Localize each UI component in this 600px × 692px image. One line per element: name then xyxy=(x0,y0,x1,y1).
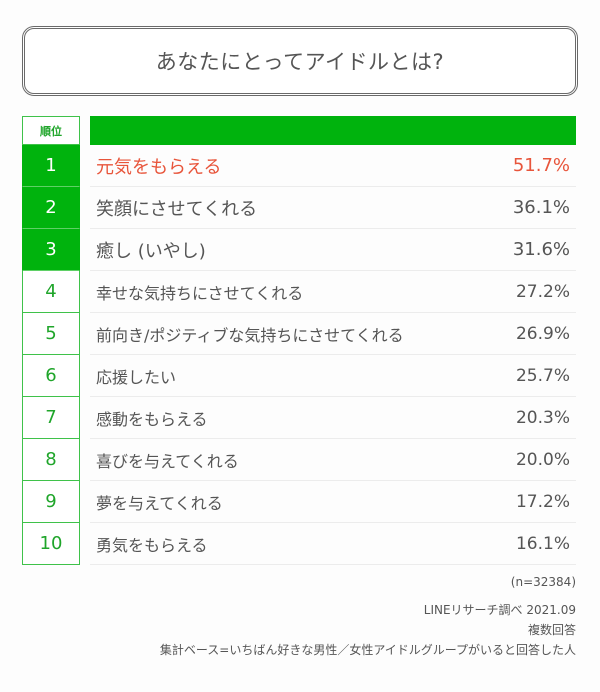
base-note: 集計ベース=いちばん好きな男性／女性アイドルグループがいると回答した人 xyxy=(159,643,576,657)
row-label: 勇気をもらえる xyxy=(96,535,208,555)
table-row: 応援したい 25.7% xyxy=(90,355,576,397)
row-value: 31.6% xyxy=(512,239,570,260)
table-row: 癒し (いやし) 31.6% xyxy=(90,229,576,271)
rank-cell: 7 xyxy=(22,397,80,439)
page-title: あなたにとってアイドルとは? xyxy=(155,50,445,74)
row-value: 25.7% xyxy=(515,365,570,386)
row-value: 20.0% xyxy=(515,449,570,470)
answer-type-note: 複数回答 xyxy=(527,623,576,637)
sample-size: (n=32384) xyxy=(510,575,576,589)
row-label: 幸せな気持ちにさせてくれる xyxy=(96,283,304,303)
title-box: あなたにとってアイドルとは? xyxy=(22,26,578,96)
row-label: 癒し (いやし) xyxy=(96,240,206,262)
table-row: 元気をもらえる 51.7% xyxy=(90,145,576,187)
footnotes: (n=32384) LINEリサーチ調べ 2021.09 複数回答 集計ベース=… xyxy=(160,572,576,660)
rank-cell: 8 xyxy=(22,439,80,481)
table-row: 幸せな気持ちにさせてくれる 27.2% xyxy=(90,271,576,313)
row-label: 感動をもらえる xyxy=(96,409,208,429)
row-value: 26.9% xyxy=(515,323,570,344)
rank-cell: 9 xyxy=(22,481,80,523)
table-row: 笑顔にさせてくれる 36.1% xyxy=(90,187,576,229)
rank-cell: 1 xyxy=(22,145,80,187)
row-label: 元気をもらえる xyxy=(96,156,222,178)
results-table: 元気をもらえる 51.7% 笑顔にさせてくれる 36.1% 癒し (いやし) 3… xyxy=(90,116,576,565)
header-bar xyxy=(90,116,576,145)
rank-header: 順位 xyxy=(22,116,80,145)
rank-cell: 6 xyxy=(22,355,80,397)
rank-cell: 4 xyxy=(22,271,80,313)
table-row: 勇気をもらえる 16.1% xyxy=(90,523,576,565)
row-value: 51.7% xyxy=(512,155,570,176)
source-note: LINEリサーチ調べ 2021.09 xyxy=(423,603,576,617)
row-label: 笑顔にさせてくれる xyxy=(96,198,258,220)
row-label: 喜びを与えてくれる xyxy=(96,451,239,471)
table-row: 感動をもらえる 20.3% xyxy=(90,397,576,439)
rank-cell: 5 xyxy=(22,313,80,355)
row-value: 27.2% xyxy=(515,281,570,302)
row-label: 夢を与えてくれる xyxy=(96,493,223,513)
row-label: 前向き/ポジティブな気持ちにさせてくれる xyxy=(96,325,404,345)
table-row: 前向き/ポジティブな気持ちにさせてくれる 26.9% xyxy=(90,313,576,355)
row-value: 17.2% xyxy=(515,491,570,512)
rank-cell: 2 xyxy=(22,187,80,229)
table-row: 夢を与えてくれる 17.2% xyxy=(90,481,576,523)
table-row: 喜びを与えてくれる 20.0% xyxy=(90,439,576,481)
rank-cell: 10 xyxy=(22,523,80,565)
rank-cell: 3 xyxy=(22,229,80,271)
row-value: 36.1% xyxy=(512,197,570,218)
row-value: 16.1% xyxy=(515,533,570,554)
rank-column: 順位 1 2 3 4 5 6 7 8 9 10 xyxy=(22,116,80,565)
row-value: 20.3% xyxy=(515,407,570,428)
row-label: 応援したい xyxy=(96,367,177,387)
